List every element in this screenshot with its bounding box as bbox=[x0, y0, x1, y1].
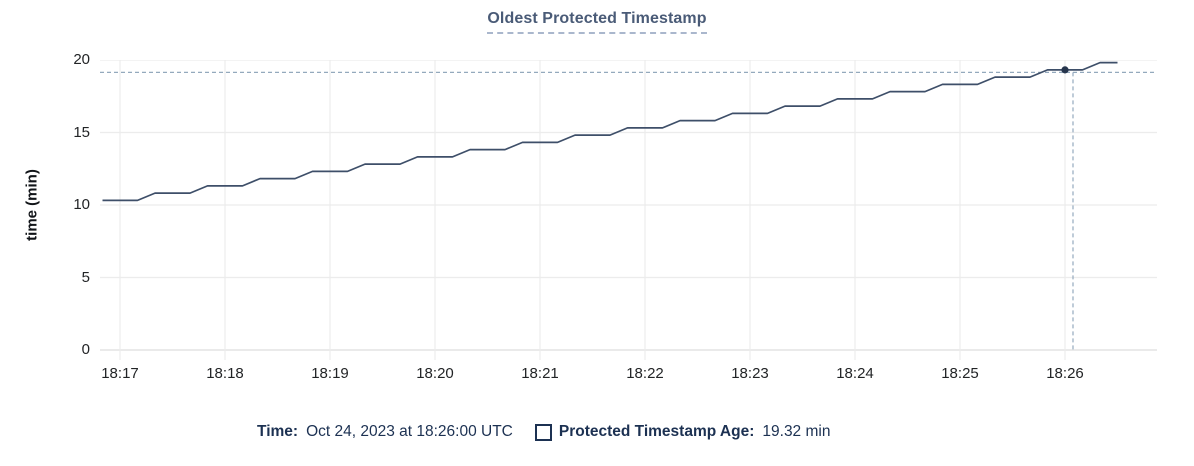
x-tick-label: 18:25 bbox=[941, 365, 979, 382]
x-tick-label: 18:26 bbox=[1046, 365, 1084, 382]
chart-title[interactable]: Oldest Protected Timestamp bbox=[487, 10, 707, 34]
time-label: Time: bbox=[257, 423, 299, 440]
y-tick-label: 5 bbox=[81, 268, 90, 286]
series-label: Protected Timestamp Age: bbox=[558, 423, 755, 440]
x-tick-label: 18:20 bbox=[416, 365, 454, 382]
hover-point-dot bbox=[1061, 66, 1069, 74]
x-tick-label: 18:19 bbox=[311, 365, 349, 382]
y-axis-title: time (min) bbox=[23, 169, 41, 241]
y-tick-label: 20 bbox=[73, 51, 90, 68]
chart-header: Oldest Protected Timestamp bbox=[0, 10, 1194, 34]
x-tick-label: 18:18 bbox=[206, 365, 244, 382]
plot-area[interactable] bbox=[100, 60, 1157, 362]
x-tick-label: 18:17 bbox=[101, 365, 139, 382]
y-tick-label: 15 bbox=[73, 123, 90, 141]
x-tick-label: 18:24 bbox=[836, 365, 874, 382]
x-tick-label: 18:21 bbox=[521, 365, 559, 382]
series-line bbox=[102, 61, 1118, 202]
series-value: 19.32 min bbox=[762, 423, 831, 440]
y-tick-label: 10 bbox=[73, 196, 90, 213]
x-tick-label: 18:22 bbox=[626, 365, 664, 382]
hover-legend: Time: Oct 24, 2023 at 18:26:00 UTC Prote… bbox=[257, 423, 830, 441]
y-tick-label: 0 bbox=[81, 341, 90, 358]
time-value: Oct 24, 2023 at 18:26:00 UTC bbox=[306, 423, 513, 440]
series-toggle-checkbox[interactable] bbox=[534, 423, 552, 441]
x-tick-label: 18:23 bbox=[731, 365, 769, 382]
